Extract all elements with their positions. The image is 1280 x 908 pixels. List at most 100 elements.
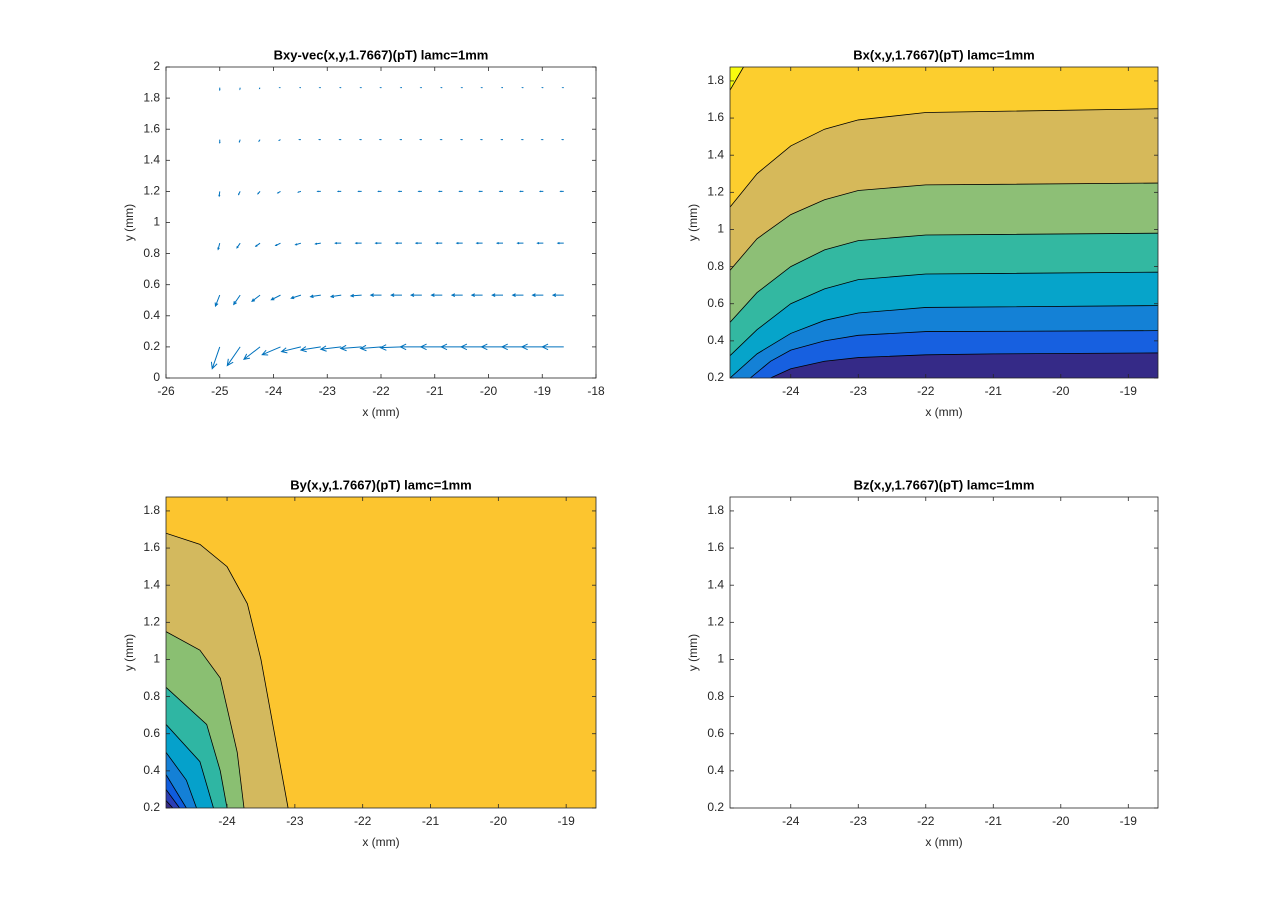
- chart-title: By(x,y,1.7667)(pT) lamc=1mm: [290, 477, 471, 492]
- arrow: [278, 139, 281, 141]
- arrow: [531, 293, 544, 297]
- arrow: [516, 241, 524, 245]
- arrow: [450, 293, 463, 297]
- arrow: [238, 191, 241, 196]
- arrow: [470, 293, 483, 297]
- chart-title: Bz(x,y,1.7667)(pT) lamc=1mm: [854, 477, 1035, 492]
- x-tick-label: -21: [426, 384, 444, 398]
- x-tick-label: -25: [211, 384, 229, 398]
- arrow: [270, 294, 281, 301]
- y-tick-label: 1.2: [143, 615, 160, 629]
- arrow: [214, 294, 221, 308]
- arrow: [435, 241, 443, 245]
- arrow: [491, 293, 504, 297]
- arrow: [238, 139, 241, 144]
- y-tick-label: 2: [153, 59, 160, 73]
- arrow: [294, 242, 302, 246]
- arrow: [520, 343, 544, 351]
- contour-band: [730, 67, 1158, 208]
- y-tick-label: 0.6: [143, 277, 160, 291]
- x-tick-label: -23: [319, 384, 337, 398]
- arrow: [226, 346, 241, 367]
- arrow: [354, 241, 362, 245]
- arrow: [297, 190, 302, 193]
- arrow: [475, 241, 483, 245]
- x-tick-label: -24: [782, 384, 800, 398]
- arrow: [551, 293, 564, 297]
- x-axis-label: x (mm): [362, 835, 399, 849]
- contour-line: [730, 67, 744, 91]
- arrow: [274, 242, 281, 247]
- contour-line: [166, 724, 214, 808]
- y-tick-label: 0.8: [707, 259, 724, 273]
- axes-box: [729, 66, 1159, 379]
- arrow: [519, 190, 524, 193]
- contour-line: [166, 800, 174, 808]
- y-tick-label: 1.6: [707, 540, 724, 554]
- x-tick-label: -23: [850, 814, 868, 828]
- arrow: [329, 294, 342, 299]
- arrow: [280, 346, 302, 354]
- arrow: [290, 294, 302, 300]
- arrow: [258, 87, 261, 90]
- arrow: [399, 343, 422, 351]
- arrow: [243, 346, 261, 361]
- x-tick-label: -20: [490, 814, 508, 828]
- axes-box: [165, 496, 597, 809]
- arrow: [319, 345, 342, 352]
- plot-area: [166, 497, 596, 808]
- arrow: [536, 241, 544, 245]
- contour-line: [730, 108, 1158, 208]
- y-tick-label: 0: [153, 370, 160, 384]
- x-tick-label: -24: [265, 384, 283, 398]
- y-tick-label: 0.6: [707, 726, 724, 740]
- arrow: [218, 87, 221, 92]
- arrow: [349, 293, 362, 298]
- x-tick-label: -19: [1120, 384, 1138, 398]
- arrow: [233, 294, 241, 306]
- arrow: [478, 190, 483, 193]
- x-axis-label: x (mm): [925, 405, 962, 419]
- x-tick-label: -21: [422, 814, 440, 828]
- arrow: [258, 139, 261, 143]
- axes-box: [729, 496, 1159, 809]
- y-axis-label: y (mm): [122, 634, 136, 671]
- arrow: [217, 243, 221, 251]
- arrow: [440, 343, 463, 351]
- arrow: [236, 242, 241, 249]
- x-axis-label: x (mm): [362, 405, 399, 419]
- arrow: [430, 293, 443, 297]
- arrow: [390, 293, 402, 297]
- arrow: [210, 346, 221, 370]
- x-tick-label: -18: [587, 384, 605, 398]
- x-tick-label: -19: [534, 384, 552, 398]
- y-tick-label: 1: [717, 652, 724, 666]
- arrow: [414, 241, 422, 245]
- arrow: [556, 241, 564, 245]
- arrow: [339, 344, 362, 352]
- arrow: [498, 190, 504, 193]
- arrow: [314, 242, 321, 245]
- x-tick-label: -26: [157, 384, 175, 398]
- y-axis-label: y (mm): [686, 204, 700, 241]
- x-tick-label: -19: [557, 814, 575, 828]
- y-tick-label: 0.4: [707, 763, 724, 777]
- y-tick-label: 1.6: [707, 110, 724, 124]
- x-tick-label: -20: [1052, 384, 1070, 398]
- plot-area: [730, 497, 1158, 808]
- y-tick-label: 0.4: [707, 333, 724, 347]
- arrow: [309, 294, 321, 299]
- axes-background: [730, 497, 1158, 808]
- arrow: [251, 294, 261, 303]
- arrow: [458, 190, 463, 193]
- arrow: [397, 190, 402, 193]
- y-tick-label: 1.2: [707, 615, 724, 629]
- y-tick-label: 0.2: [707, 800, 724, 814]
- contour-line: [166, 774, 187, 808]
- y-tick-label: 1.4: [143, 152, 160, 166]
- chart-title: Bx(x,y,1.7667)(pT) lamc=1mm: [853, 47, 1034, 62]
- y-axis-label: y (mm): [686, 634, 700, 671]
- x-tick-label: -20: [1052, 814, 1070, 828]
- y-tick-label: 1.4: [143, 577, 160, 591]
